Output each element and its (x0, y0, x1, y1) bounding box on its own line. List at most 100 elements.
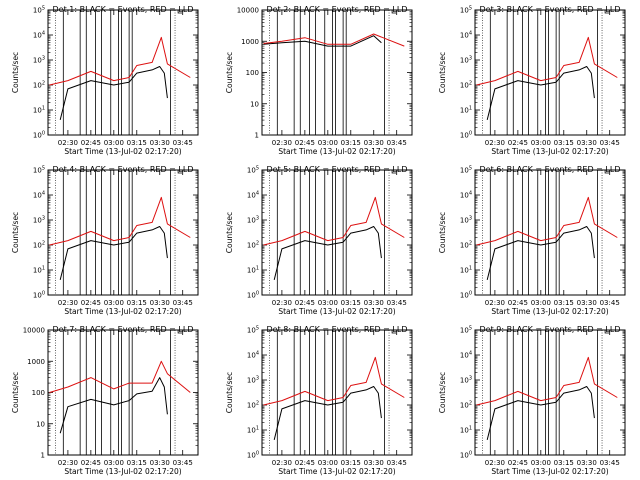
x-tick-label: 02:30 (485, 459, 505, 467)
x-tick-label: 03:45 (600, 459, 620, 467)
y-tick-label: 103 (460, 56, 472, 65)
x-tick-label: 02:45 (508, 299, 528, 307)
detector-panel-7: 1 10 100 1000 10000 02:30 02:45 03:00 03:15 03:30… (11, 325, 199, 476)
x-tick-label: 03:30 (150, 139, 170, 147)
x-tick-label: 03:00 (531, 459, 551, 467)
series-line-events (486, 226, 595, 281)
y-tick-label: 105 (460, 166, 472, 175)
plot-frame (474, 169, 626, 296)
x-tick-label: 02:30 (58, 299, 78, 307)
x-tick-label: 03:30 (577, 299, 597, 307)
y-tick-label: 104 (247, 191, 259, 200)
y-axis-label: Counts/sec (225, 52, 234, 93)
plot-frame (47, 329, 199, 456)
series-line-events (273, 226, 382, 281)
plot-frame (261, 329, 413, 456)
x-tick-label: 02:30 (272, 299, 292, 307)
x-tick-label: 02:30 (272, 459, 292, 467)
series-line-lld (476, 36, 618, 86)
y-tick-label: 100 (460, 451, 472, 460)
y-tick-label: 103 (33, 56, 45, 65)
attenuator-marker (391, 330, 397, 334)
y-tick-label: 104 (460, 191, 472, 200)
x-axis-label: Start Time (13-Jul-02 02:17:20) (491, 147, 608, 156)
y-tick-label: 104 (33, 31, 45, 40)
x-tick-label: 03:30 (364, 299, 384, 307)
y-tick-label: 104 (247, 351, 259, 360)
x-tick-label: 03:30 (364, 139, 384, 147)
x-tick-label: 03:15 (341, 459, 361, 467)
x-tick-label: 02:45 (508, 139, 528, 147)
plot-frame (261, 169, 413, 296)
attenuator-marker (604, 170, 610, 174)
y-tick-label: 104 (460, 31, 472, 40)
x-tick-label: 03:45 (387, 299, 407, 307)
x-tick-label: 03:15 (554, 299, 574, 307)
x-tick-label: 03:00 (531, 299, 551, 307)
y-tick-label: 1000 (241, 38, 259, 46)
y-tick-label: 102 (247, 241, 259, 250)
plot-frame (47, 9, 199, 136)
y-tick-label: 101 (247, 426, 259, 435)
panel-title: Det 1: BLACK = Events, RED = LLD (53, 5, 194, 14)
panel-title: Det 4: BLACK = Events, RED = LLD (53, 165, 194, 174)
x-tick-label: 02:45 (508, 459, 528, 467)
panel-title: Det 7: BLACK = Events, RED = LLD (53, 325, 194, 334)
x-tick-label: 03:45 (173, 139, 193, 147)
plot-frame (474, 329, 626, 456)
x-tick-label: 03:45 (600, 139, 620, 147)
x-tick-label: 03:00 (318, 459, 338, 467)
x-tick-label: 03:30 (364, 459, 384, 467)
y-tick-label: 101 (460, 266, 472, 275)
x-axis-label: Start Time (13-Jul-02 02:17:20) (278, 307, 395, 316)
y-tick-label: 102 (33, 241, 45, 250)
y-tick-label: 10000 (237, 7, 259, 15)
y-axis-label: Counts/sec (11, 212, 20, 253)
x-tick-label: 03:15 (341, 299, 361, 307)
x-tick-label: 03:30 (150, 459, 170, 467)
x-axis-label: Start Time (13-Jul-02 02:17:20) (491, 307, 608, 316)
y-tick-label: 103 (247, 216, 259, 225)
x-tick-label: 03:15 (554, 139, 574, 147)
series-line-events (263, 35, 382, 47)
x-tick-label: 02:45 (81, 299, 101, 307)
x-tick-label: 03:15 (127, 299, 147, 307)
y-tick-label: 101 (460, 426, 472, 435)
series-line-events (59, 66, 168, 121)
x-tick-label: 03:30 (577, 459, 597, 467)
y-tick-label: 10000 (23, 327, 45, 335)
panel-title: Det 6: BLACK = Events, RED = LLD (480, 165, 621, 174)
series-line-lld (49, 360, 191, 393)
y-axis-label: Counts/sec (438, 52, 447, 93)
y-tick-label: 104 (460, 351, 472, 360)
y-tick-label: 103 (460, 216, 472, 225)
x-tick-label: 02:45 (295, 139, 315, 147)
x-tick-label: 02:30 (58, 139, 78, 147)
x-tick-label: 02:45 (295, 299, 315, 307)
y-tick-label: 105 (247, 166, 259, 175)
y-tick-label: 1000 (27, 358, 45, 366)
plot-frame (47, 169, 199, 296)
y-tick-label: 105 (33, 6, 45, 15)
x-tick-label: 03:15 (554, 459, 574, 467)
x-axis-label: Start Time (13-Jul-02 02:17:20) (64, 467, 181, 476)
y-tick-label: 103 (33, 216, 45, 225)
y-tick-label: 101 (33, 266, 45, 275)
x-tick-label: 02:45 (81, 139, 101, 147)
y-tick-label: 1 (41, 452, 45, 460)
panel-title: Det 3: BLACK = Events, RED = LLD (480, 5, 621, 14)
detector-panel-2: 1 10 100 1000 10000 02:30 02:45 03:00 03:15 03:30… (225, 5, 413, 156)
series-line-lld (476, 196, 618, 246)
y-tick-label: 105 (247, 326, 259, 335)
y-tick-label: 100 (33, 291, 45, 300)
panel-title: Det 2: BLACK = Events, RED = LLD (267, 5, 408, 14)
x-tick-label: 02:30 (485, 299, 505, 307)
y-tick-label: 100 (32, 389, 45, 397)
y-tick-label: 105 (460, 6, 472, 15)
y-tick-label: 100 (460, 291, 472, 300)
